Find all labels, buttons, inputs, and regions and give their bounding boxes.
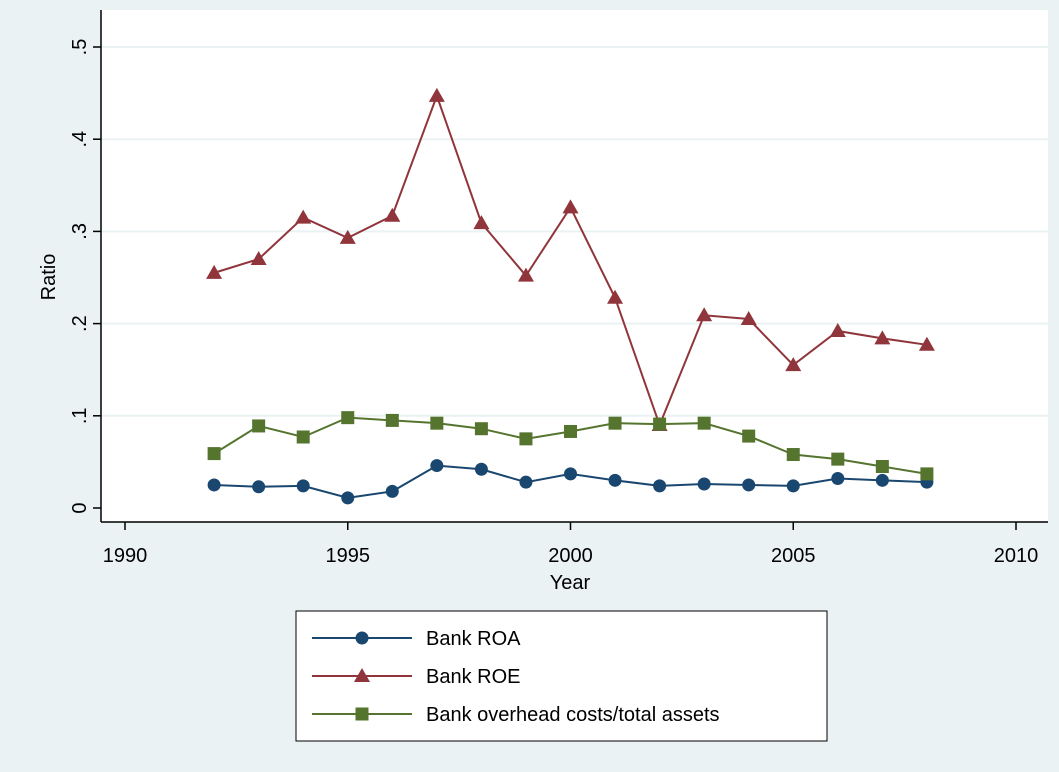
series-layer [206,87,935,505]
data-point [517,267,534,282]
data-point [385,484,399,498]
data-point [428,87,445,102]
y-tick-label: .2 [69,315,91,332]
data-point [384,207,401,222]
data-point [742,429,756,443]
data-point [696,307,713,322]
legend-label: Bank overhead costs/total assets [426,704,720,726]
data-point [252,480,266,494]
x-tick-label: 1995 [326,545,371,567]
data-point [341,411,355,425]
legend-marker [354,668,370,682]
data-point [831,471,845,485]
data-point [385,413,399,427]
data-point [564,467,577,481]
legend-label: Bank ROA [426,628,521,650]
data-point [296,430,310,444]
data-point [697,416,711,430]
data-point [341,491,355,505]
data-point [786,479,800,493]
data-point [207,478,221,492]
y-tick-label: 0 [69,502,91,513]
data-point [829,322,846,337]
legend-marker [355,707,369,721]
y-tick-label: .4 [69,131,91,148]
data-point [875,473,889,487]
data-point [562,199,579,214]
series-triangle [206,87,935,432]
data-point [920,467,934,481]
axes: 0 .1 .2 .3 .4 .5 1990 1995 2000 2005 2010 [69,10,1048,567]
x-tick-label: 2000 [548,545,593,567]
data-point [206,264,223,279]
x-tick-label: 2010 [994,545,1039,567]
data-point [564,424,577,438]
data-point [339,229,356,244]
y-tick-label: .5 [69,39,91,56]
gridlines [101,46,1048,417]
data-point [607,289,624,304]
legend-marker [355,631,369,645]
data-point [740,310,757,325]
data-point [608,416,622,430]
data-point [250,251,267,266]
data-point [653,479,667,493]
plot-area [101,10,1048,522]
data-point [874,330,891,345]
data-point [474,462,488,476]
series-square [207,411,934,481]
y-axis-title: Ratio [38,254,60,301]
x-axis-title: Year [550,572,591,594]
x-tick-label: 1990 [103,545,148,567]
data-point [252,419,266,433]
data-point [519,475,533,489]
data-point [296,479,310,493]
y-tick-label: .3 [69,223,91,240]
data-point [742,478,756,492]
x-tick-label: 2005 [771,545,816,567]
data-point [785,357,802,372]
data-point [207,447,221,461]
data-point [786,448,800,462]
data-point [697,477,711,491]
data-point [918,336,935,351]
series-circle [207,459,934,505]
data-point [608,473,622,487]
data-point [519,432,533,446]
data-point [474,422,488,436]
data-point [295,209,312,224]
legend: Bank ROA Bank ROE Bank overhead costs/tota… [295,610,828,742]
data-point [875,460,889,474]
data-point [831,452,845,466]
data-point [430,416,444,430]
data-point [653,417,667,431]
data-point [473,215,490,230]
legend-label: Bank ROE [426,666,520,688]
data-point [430,459,444,473]
y-tick-label: .1 [69,407,91,424]
